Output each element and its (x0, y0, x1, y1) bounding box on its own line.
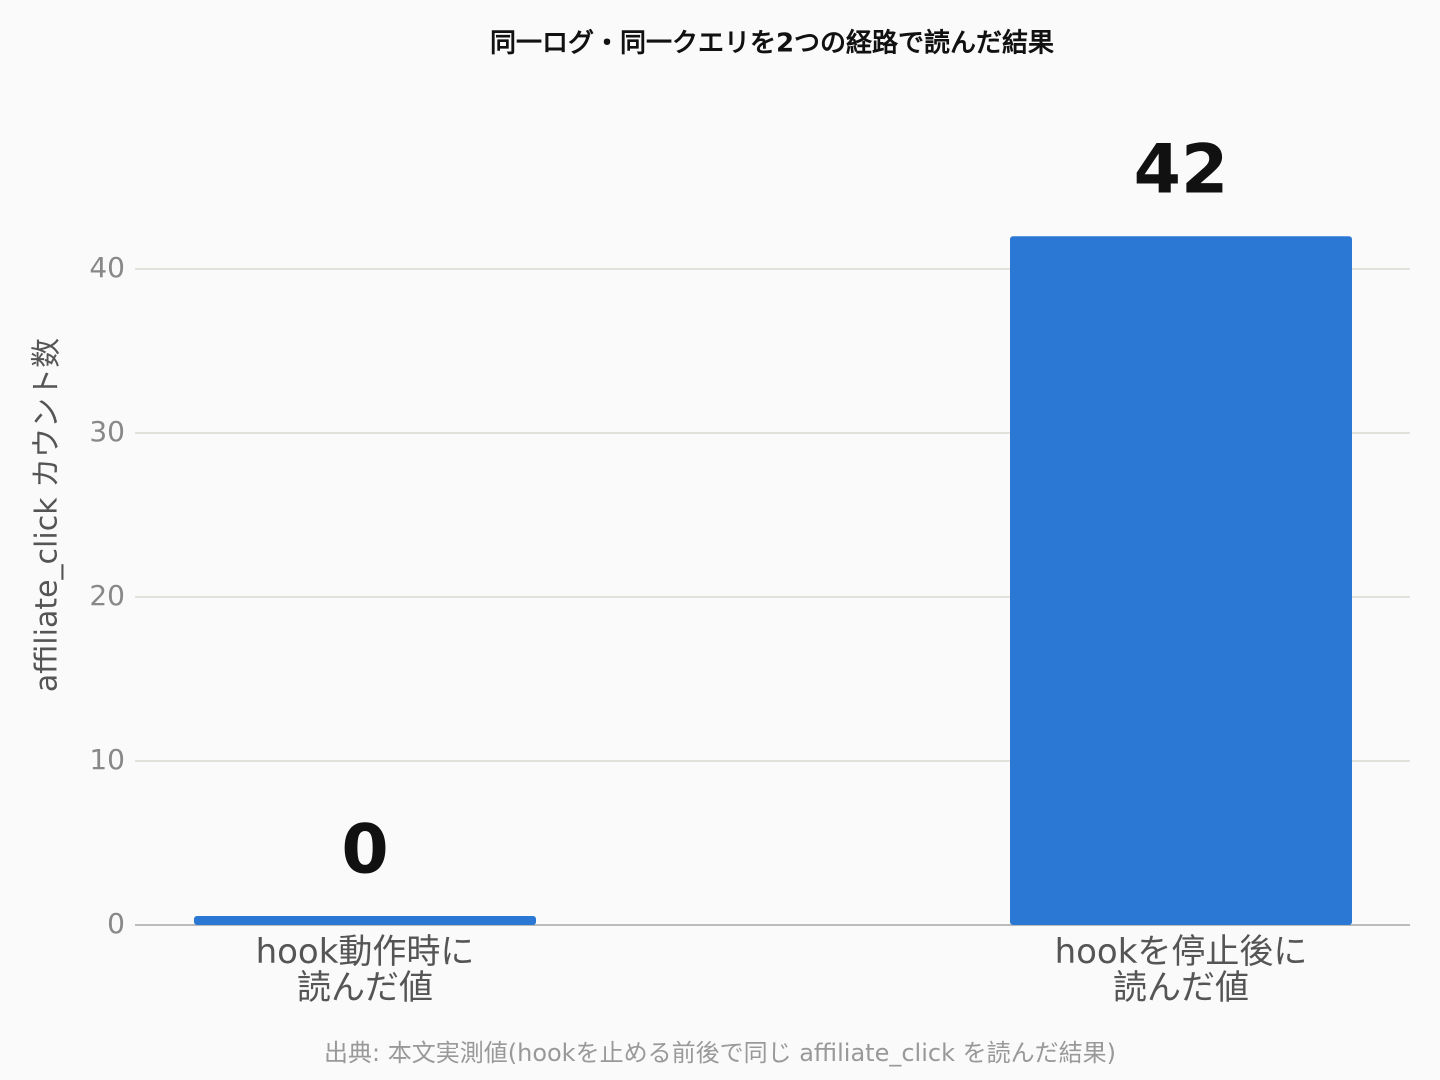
bar (194, 916, 536, 925)
bar (1010, 236, 1352, 925)
x-tick-label: hookを停止後に 読んだ値 (1054, 932, 1308, 1008)
chart-title: 同一ログ・同一クエリを2つの経路で読んだ結果 (490, 28, 1054, 59)
y-tick-label: 0 (107, 907, 125, 940)
y-tick-label: 30 (89, 415, 125, 448)
source-note: 出典: 本文実測値(hookを止める前後で同じ affiliate_click … (324, 1039, 1116, 1067)
y-tick-label: 10 (89, 743, 125, 776)
y-axis-label: affiliate_click カウント数 (30, 338, 65, 692)
x-tick-label: hook動作時に 読んだ値 (255, 932, 475, 1008)
y-tick-label: 20 (89, 579, 125, 612)
y-tick-label: 40 (89, 251, 125, 284)
value-label: 42 (1134, 131, 1229, 210)
value-label: 0 (341, 811, 388, 890)
